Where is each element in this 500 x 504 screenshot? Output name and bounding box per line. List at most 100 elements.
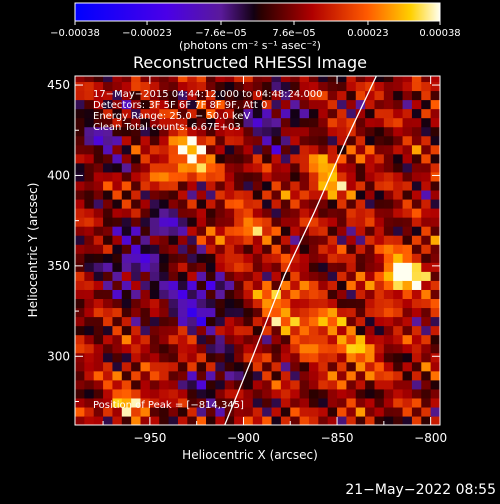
heatmap-cell bbox=[215, 343, 226, 354]
heatmap-cell bbox=[168, 271, 179, 281]
heatmap-cell bbox=[337, 316, 348, 327]
heatmap-cell bbox=[140, 117, 151, 128]
heatmap-cell bbox=[290, 126, 301, 137]
heatmap-cell bbox=[421, 153, 432, 164]
heatmap-cell bbox=[84, 316, 95, 327]
heatmap-cell bbox=[196, 144, 207, 155]
heatmap-cell bbox=[290, 162, 301, 173]
heatmap-cell bbox=[383, 108, 394, 119]
heatmap-cell bbox=[430, 81, 440, 92]
heatmap-cell bbox=[346, 90, 357, 101]
heatmap-cell bbox=[374, 189, 385, 200]
heatmap-cell bbox=[374, 325, 385, 336]
heatmap-cell bbox=[187, 271, 198, 281]
heatmap-cell bbox=[337, 379, 348, 390]
heatmap-cell bbox=[252, 198, 263, 209]
heatmap-cell bbox=[131, 343, 142, 354]
heatmap-cell bbox=[93, 81, 104, 92]
heatmap-cell bbox=[262, 397, 273, 408]
heatmap-cell bbox=[103, 343, 114, 354]
heatmap-cell bbox=[308, 108, 319, 119]
heatmap-cell bbox=[121, 334, 132, 345]
heatmap-cell bbox=[103, 280, 114, 290]
heatmap-cell bbox=[140, 280, 151, 290]
heatmap-cell bbox=[168, 217, 179, 227]
heatmap-cell bbox=[355, 325, 366, 336]
heatmap-cell bbox=[206, 352, 216, 363]
heatmap-cell bbox=[280, 379, 291, 390]
heatmap-cell bbox=[337, 189, 348, 200]
heatmap-cell bbox=[374, 217, 385, 227]
heatmap-cell bbox=[271, 307, 282, 318]
heatmap-cell bbox=[112, 361, 123, 372]
heatmap-cell bbox=[112, 298, 123, 309]
heatmap-cell bbox=[271, 135, 282, 146]
heatmap-cell bbox=[121, 280, 132, 290]
heatmap-cell bbox=[215, 361, 226, 372]
heatmap-cell bbox=[103, 397, 114, 408]
heatmap-cell bbox=[383, 406, 394, 417]
heatmap-cell bbox=[262, 189, 273, 200]
heatmap-cell bbox=[103, 415, 114, 425]
heatmap-cell bbox=[84, 352, 95, 363]
heatmap-cell bbox=[299, 217, 310, 227]
heatmap-cell bbox=[430, 397, 440, 408]
heatmap-cell bbox=[252, 144, 263, 155]
heatmap-cell bbox=[168, 325, 179, 336]
heatmap-cell bbox=[224, 144, 235, 155]
heatmap-cell bbox=[121, 262, 132, 272]
heatmap-cell bbox=[262, 76, 273, 83]
heatmap-cell bbox=[355, 108, 366, 119]
heatmap-cell bbox=[299, 144, 310, 155]
heatmap-cell bbox=[318, 90, 329, 101]
heatmap-cell bbox=[243, 379, 254, 390]
heatmap-cell bbox=[159, 325, 170, 336]
heatmap-cell bbox=[224, 208, 235, 218]
heatmap-cell bbox=[177, 126, 188, 137]
heatmap-cell bbox=[206, 415, 216, 425]
heatmap-cell bbox=[280, 262, 291, 272]
y-tick-label: 350 bbox=[47, 259, 70, 273]
heatmap-cell bbox=[112, 280, 123, 290]
heatmap-cell bbox=[243, 108, 254, 119]
heatmap-cell bbox=[327, 325, 338, 336]
heatmap-cell bbox=[337, 117, 348, 128]
heatmap-cell bbox=[243, 388, 254, 399]
heatmap-cell bbox=[112, 76, 123, 83]
heatmap-cell bbox=[383, 316, 394, 327]
heatmap-cell bbox=[112, 325, 123, 336]
heatmap-cell bbox=[84, 81, 95, 92]
heatmap-cell bbox=[234, 397, 245, 408]
heatmap-cell bbox=[290, 135, 301, 146]
heatmap-cell bbox=[327, 180, 338, 191]
heatmap-cell bbox=[430, 126, 440, 137]
heatmap-cell bbox=[308, 307, 319, 318]
heatmap-cell bbox=[280, 352, 291, 363]
heatmap-cell bbox=[112, 126, 123, 137]
heatmap-cell bbox=[411, 406, 422, 417]
heatmap-cell bbox=[365, 180, 376, 191]
heatmap-cell bbox=[290, 388, 301, 399]
heatmap-cell bbox=[355, 343, 366, 354]
heatmap-cell bbox=[121, 415, 132, 425]
heatmap-cell bbox=[112, 271, 123, 281]
heatmap-cell bbox=[393, 361, 404, 372]
heatmap-cell bbox=[177, 189, 188, 200]
heatmap-cell bbox=[280, 81, 291, 92]
heatmap-cell bbox=[159, 370, 170, 381]
heatmap-cell bbox=[252, 180, 263, 191]
heatmap-cell bbox=[308, 289, 319, 300]
heatmap-cell bbox=[411, 135, 422, 146]
heatmap-cell bbox=[365, 370, 376, 381]
heatmap-cell bbox=[355, 415, 366, 425]
heatmap-cell bbox=[411, 370, 422, 381]
heatmap-cell bbox=[308, 316, 319, 327]
heatmap-cell bbox=[93, 171, 104, 182]
heatmap-cell bbox=[421, 253, 432, 263]
heatmap-cell bbox=[327, 189, 338, 200]
heatmap-cell bbox=[271, 189, 282, 200]
heatmap-cell bbox=[215, 153, 226, 164]
heatmap-cell bbox=[365, 379, 376, 390]
heatmap-cell bbox=[393, 370, 404, 381]
heatmap-cell bbox=[215, 388, 226, 399]
